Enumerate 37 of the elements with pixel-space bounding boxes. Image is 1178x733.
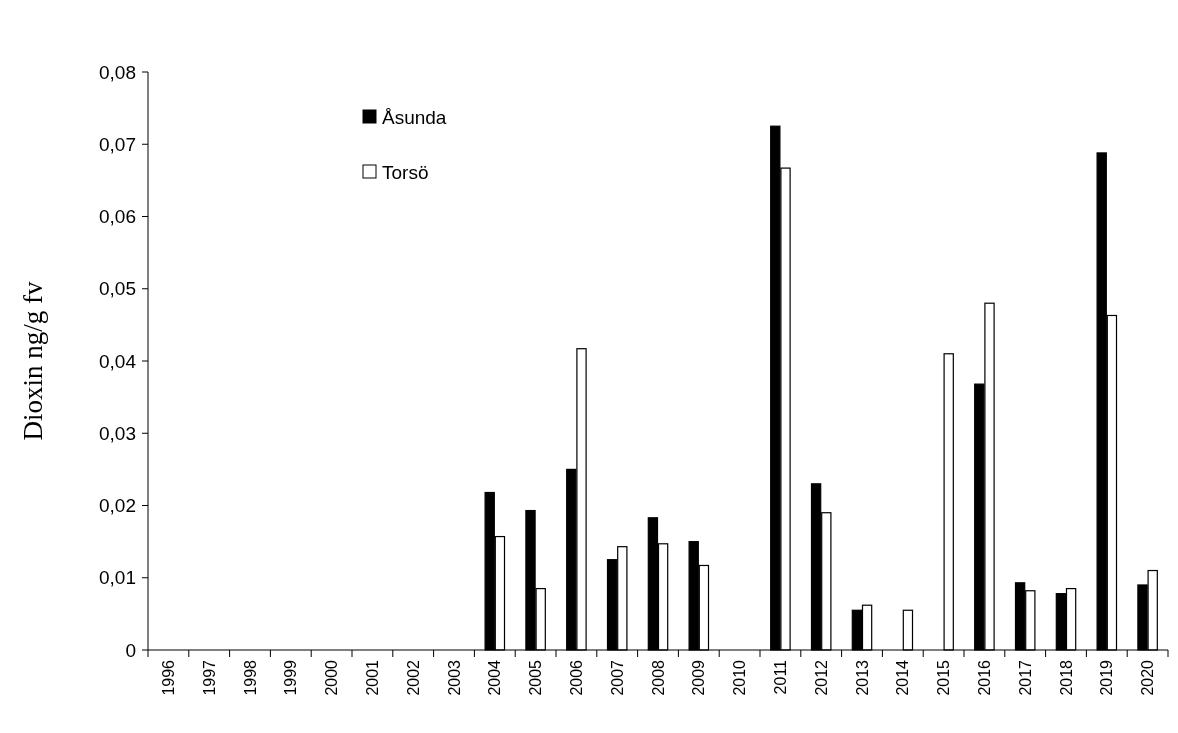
x-tick-label: 1999 [282, 659, 300, 696]
x-tick-label: 2008 [649, 659, 667, 696]
x-tick-label: 2016 [976, 659, 993, 696]
x-tick-label: 2004 [486, 659, 504, 696]
y-tick-label: 0,02 [99, 495, 136, 517]
x-tick-label: 1997 [200, 659, 218, 696]
y-tick-label: 0,01 [99, 567, 136, 589]
x-tick-label: 2018 [1057, 659, 1075, 696]
x-tick-label: 2014 [894, 659, 912, 696]
y-axis-title: Dioxin ng/g fv [18, 281, 48, 441]
x-tick-label: 2005 [527, 659, 545, 696]
x-tick-label: 1996 [160, 659, 177, 696]
x-tick-label: 2007 [608, 659, 626, 696]
x-tick-label: 2001 [364, 659, 381, 696]
y-tick-label: 0,08 [99, 61, 136, 83]
y-tick-label: 0,03 [99, 422, 136, 444]
x-tick-label: 1998 [241, 659, 259, 696]
y-tick-label: 0 [125, 639, 136, 661]
x-tick-label: 2020 [1139, 659, 1157, 696]
y-tick-label: 0,05 [99, 278, 136, 300]
x-tick-label: 2013 [853, 659, 871, 696]
x-tick-label: 2006 [568, 659, 585, 696]
y-tick-label: 0,07 [99, 133, 136, 155]
x-tick-label: 2003 [445, 659, 463, 696]
x-tick-label: 2017 [1016, 659, 1034, 696]
legend-label: Åsunda [382, 106, 447, 128]
x-tick-label: 2011 [772, 659, 789, 695]
y-tick-label: 0,06 [99, 206, 136, 228]
legend-label: Torsö [382, 161, 429, 183]
x-tick-label: 2002 [404, 659, 422, 696]
x-tick-label: 2012 [812, 659, 830, 696]
x-tick-label: 2015 [935, 659, 953, 696]
x-tick-label: 2010 [731, 659, 749, 696]
y-tick-label: 0,04 [99, 350, 137, 372]
x-tick-label: 2000 [323, 659, 341, 696]
x-tick-label: 2019 [1098, 659, 1116, 696]
x-tick-label: 2009 [690, 659, 708, 696]
